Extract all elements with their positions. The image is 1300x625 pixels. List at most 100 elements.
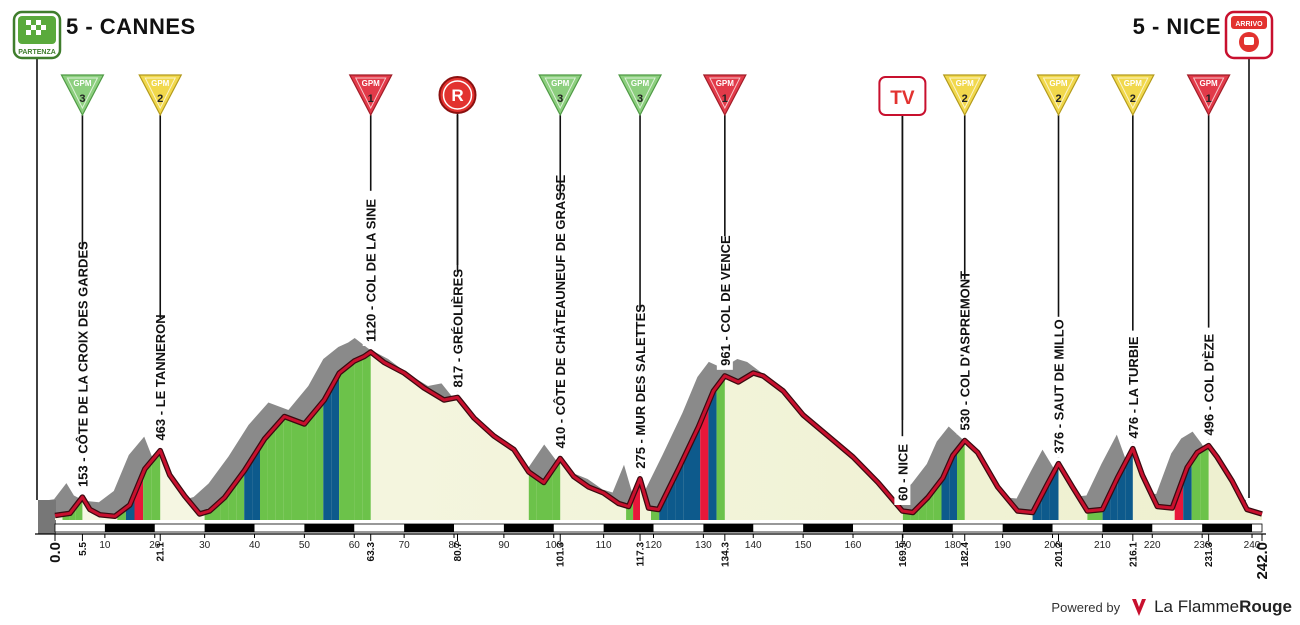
x-tick-label: 10 [99,540,111,551]
climb-label: 153 - CÔTE DE LA CROIX DES GARDES [75,241,90,487]
profile-outline-red [54,350,1263,518]
x-tick-label: 70 [399,540,411,551]
climb-label: 463 - LE TANNERON [153,314,168,440]
finish-town-label: 5 - NICE [1132,14,1221,39]
km-marker-label: 80.7 [453,542,464,562]
start-town-label: 5 - CANNES [66,14,196,39]
refreshment-marker-label: R [451,86,463,105]
gradient-strip [267,426,276,520]
climb-label: 496 - COL D'ÈZE [1202,333,1217,435]
tv-marker-label: TV [890,88,915,109]
axis-band-segment [902,524,953,532]
x-tick-label: 160 [845,540,862,551]
refreshment-icon-ring [442,80,473,110]
climb-label: 961 - COL DE VENCE [718,235,733,366]
climb-label: 410 - CÔTE DE CHÂTEAUNEUF DE GRASSE [553,174,568,448]
powered-by-text: Powered by [1051,599,1121,615]
gradient-strip [283,417,292,520]
gpm-category-icon [60,74,105,117]
x-tick-label: 60 [349,540,361,551]
gpm-inner-border [544,77,577,110]
x-tick-label: 190 [994,540,1011,551]
km-marker-label: 21.1 [156,542,167,562]
x-tick-label: 120 [645,540,662,551]
gpm-category-icon [348,74,393,117]
climb-label-bg [716,236,733,370]
climb-label: 275 - MUR DES SALETTES [633,304,648,469]
x-tick-label: 130 [695,540,712,551]
gpm-inner-border [624,77,656,110]
gpm-text: GPM [1200,79,1219,88]
gradient-strip [700,402,709,520]
gpm-inner-border [66,77,99,110]
start-flag-check [36,20,41,25]
gradient-strip [323,387,332,520]
gradient-strip [347,360,355,520]
axis-band-segment [503,524,554,532]
brand-part-2: Rouge [1239,597,1292,616]
gradient-strip [667,474,676,520]
start-flag-check [26,30,31,35]
gradient-strip [957,440,965,520]
finish-badge-text: ARRIVO [1235,21,1263,28]
km-marker-label: 182.4 [960,542,971,567]
start-flag-check [41,25,46,30]
gradient-strip [1110,477,1118,520]
climb-annotations: 153 - CÔTE DE LA CROIX DES GARDES GPM 3 463… [60,74,1231,505]
gradient-strip [552,458,561,520]
x-tick-label: 240 [1244,540,1261,551]
gradient-strip [692,422,701,520]
gradient-strip [536,477,545,520]
gradient-strip [1125,448,1133,520]
brand-part-1: La Flamme [1154,597,1240,616]
gradient-strip [716,375,725,520]
climb-label: 376 - SAUT DE MILLO [1052,319,1067,453]
climb-label-bg [152,318,169,445]
gpm-text: GPM [631,79,650,88]
gpm-text: GPM [956,79,975,88]
km-marker-label: 201.2 [1054,542,1065,567]
climb-label-bg [449,272,466,392]
axis-band-segment [404,524,455,532]
gpm-text: GPM [1124,79,1143,88]
km-marker-label: 134.3 [720,542,731,567]
x-tick-label: 180 [944,540,961,551]
climb-label: 530 - COL D'ASPREMONT [958,271,973,431]
start-flag-check [31,25,36,30]
x-tick-label: 20 [149,540,161,551]
gradient-strip [143,460,152,520]
axis-band-segment [803,524,854,532]
gradient-strip [331,373,340,520]
climb-label: 817 - GRÉOLIÈRES [450,269,465,388]
gpm-category-number: 2 [1055,93,1061,105]
km-marker-label: 169.9 [898,542,909,567]
x-tick-label: 220 [1144,540,1161,551]
start-flag-check [26,20,31,25]
powered-by-footer: Powered by La FlammeRouge [1051,597,1292,617]
climb-label-bg [552,196,569,453]
gradient-strip [307,410,316,520]
climb-label-bg [1200,327,1217,440]
distance-axis: 10 20 30 40 50 60 70 80 90 100 110 120 130 140 150 160 1… [35,523,1271,580]
gpm-text: GPM [551,79,570,88]
axis-band-segment [603,524,654,532]
gpm-category-number: 2 [157,93,163,105]
axis-band-segment [703,524,754,532]
gpm-inner-border [1192,77,1225,110]
km-marker-label: 63.3 [366,542,377,562]
gpm-category-number: 3 [557,93,563,105]
gradient-strip [1041,479,1050,520]
gradient-strip [708,386,717,520]
gradient-strip [151,450,161,520]
gpm-category-icon [618,74,663,117]
gpm-text: GPM [716,79,735,88]
brand-name: La FlammeRouge [1154,597,1292,617]
climb-label: 476 - LA TURBIE [1126,336,1141,438]
climb-label-bg [894,436,911,505]
gradient-strip [339,366,347,520]
axis-band [54,523,1263,533]
x-tick-label: 50 [299,540,311,551]
x-tick-label: 90 [498,540,510,551]
x-tick-label: 230 [1194,540,1211,551]
gradient-strip [299,420,308,520]
